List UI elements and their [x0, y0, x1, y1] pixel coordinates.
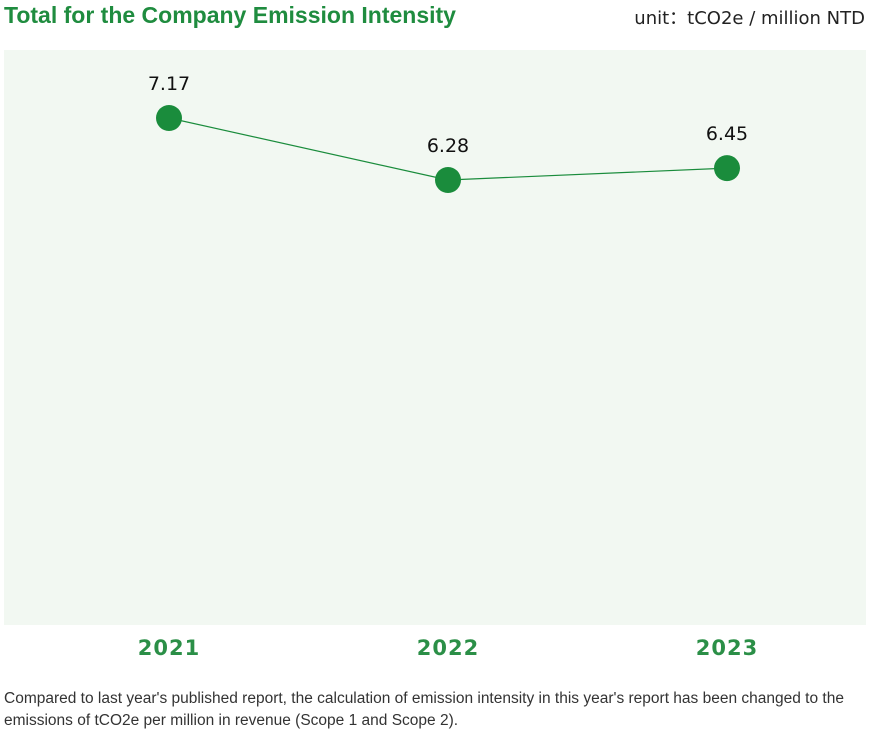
data-label-2023: 6.45	[706, 123, 748, 145]
plot-area	[4, 50, 866, 625]
data-point-2021	[156, 105, 182, 131]
line-chart: 7.17 6.28 6.45 2021 2022 2023	[138, 73, 758, 660]
x-tick-2022: 2022	[417, 636, 479, 660]
labels-layer: 7.17 6.28 6.45	[148, 73, 748, 157]
data-label-2021: 7.17	[148, 73, 190, 95]
data-label-2022: 6.28	[427, 135, 469, 157]
unit-label: unit：tCO2e / million NTD	[634, 8, 865, 29]
data-point-2023	[714, 155, 740, 182]
series-layer	[156, 105, 740, 193]
x-tick-2023: 2023	[696, 636, 758, 660]
footnote: Compared to last year's published report…	[4, 690, 844, 729]
x-axis-ticks: 2021 2022 2023	[138, 636, 758, 660]
x-tick-2021: 2021	[138, 636, 200, 660]
chart-title: Total for the Company Emission Intensity	[4, 2, 456, 28]
data-point-2022	[435, 167, 461, 193]
